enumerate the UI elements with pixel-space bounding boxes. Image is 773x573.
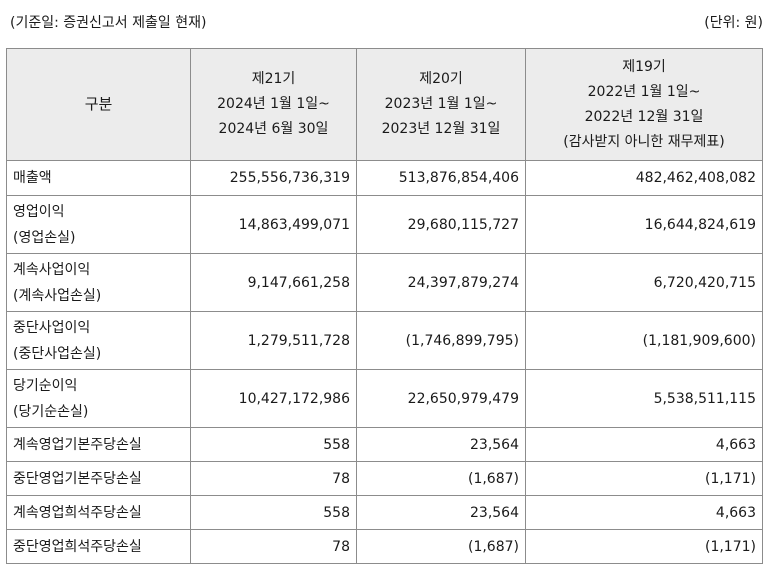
period-21-term: 제21기 [251, 71, 296, 87]
period-19-end: 2022년 12월 31일 [584, 108, 704, 125]
period-20-end: 2023년 12월 31일 [381, 121, 501, 137]
value-cell: (1,171) [525, 529, 763, 564]
row-label-main: 중단사업이익 [13, 319, 91, 336]
row-revenue: 매출액 255,556,736,319 513,876,854,406 482,… [6, 160, 763, 196]
period-21-start: 2024년 1월 1일~ [217, 96, 330, 112]
value-cell: 16,644,824,619 [525, 195, 763, 254]
row-label-main: 매출액 [13, 170, 52, 186]
row-label-sub: (계속사업손실) [13, 287, 102, 304]
value-cell: 1,279,511,728 [190, 311, 357, 370]
value-cell: (1,181,909,600) [525, 311, 763, 370]
base-date-caption: (기준일: 증권신고서 제출일 현재) [10, 15, 207, 31]
row-label-main: 중단영업희석주당손실 [13, 538, 142, 555]
row-continuing-basic-eps: 계속영업기본주당손실 558 23,564 4,663 [6, 427, 763, 462]
value-cell: 6,720,420,715 [525, 253, 763, 312]
value-cell: 29,680,115,727 [356, 195, 526, 254]
period-19-term: 제19기 [622, 58, 666, 75]
row-label-main: 계속사업이익 [13, 261, 91, 278]
value-cell: (1,687) [356, 529, 526, 564]
value-cell: 10,427,172,986 [190, 369, 357, 428]
value-cell: (1,687) [356, 461, 526, 496]
row-label-sub: (영업손실) [13, 229, 76, 246]
row-label: 중단사업이익 (중단사업손실) [6, 311, 191, 370]
period-20-start: 2023년 1월 1일~ [384, 96, 498, 112]
value-cell: 78 [190, 461, 357, 496]
value-cell: 9,147,661,258 [190, 253, 357, 312]
row-continuing-diluted-eps: 계속영업희석주당손실 558 23,564 4,663 [6, 495, 763, 530]
header-period-19: 제19기 2022년 1월 1일~ 2022년 12월 31일 (감사받지 아니… [525, 48, 763, 161]
period-19-note: (감사받지 아니한 재무제표) [563, 133, 725, 150]
period-21-end: 2024년 6월 30일 [218, 121, 329, 137]
row-label-main: 당기순이익 [13, 377, 78, 394]
value-cell: 5,538,511,115 [525, 369, 763, 428]
value-cell: 4,663 [525, 495, 763, 530]
row-label: 계속영업희석주당손실 [6, 495, 191, 530]
row-discontinued-income: 중단사업이익 (중단사업손실) 1,279,511,728 (1,746,899… [6, 311, 763, 370]
unit-caption: (단위: 원) [704, 15, 763, 31]
row-label: 중단영업희석주당손실 [6, 529, 191, 564]
row-label: 계속사업이익 (계속사업손실) [6, 253, 191, 312]
header-label: 구분 [6, 48, 191, 161]
period-19-start: 2022년 1월 1일~ [587, 83, 701, 100]
header-row: 구분 제21기 2024년 1월 1일~ 2024년 6월 30일 제20기 2… [6, 48, 763, 161]
value-cell: 482,462,408,082 [525, 160, 763, 196]
row-label-main: 계속영업기본주당손실 [13, 436, 142, 453]
header-period-21: 제21기 2024년 1월 1일~ 2024년 6월 30일 [190, 48, 357, 161]
row-discontinued-diluted-eps: 중단영업희석주당손실 78 (1,687) (1,171) [6, 529, 763, 564]
value-cell: (1,746,899,795) [356, 311, 526, 370]
row-label-main: 중단영업기본주당손실 [13, 470, 142, 487]
row-label: 영업이익 (영업손실) [6, 195, 191, 254]
header-period-20: 제20기 2023년 1월 1일~ 2023년 12월 31일 [356, 48, 526, 161]
row-label-sub: (당기순손실) [13, 403, 89, 420]
value-cell: 78 [190, 529, 357, 564]
value-cell: 4,663 [525, 427, 763, 462]
value-cell: 23,564 [356, 427, 526, 462]
row-label: 계속영업기본주당손실 [6, 427, 191, 462]
value-cell: 558 [190, 495, 357, 530]
value-cell: 14,863,499,071 [190, 195, 357, 254]
row-continuing-income: 계속사업이익 (계속사업손실) 9,147,661,258 24,397,879… [6, 253, 763, 312]
row-label-main: 영업이익 [13, 203, 65, 220]
financial-summary-table: 구분 제21기 2024년 1월 1일~ 2024년 6월 30일 제20기 2… [6, 48, 763, 564]
value-cell: (1,171) [525, 461, 763, 496]
value-cell: 255,556,736,319 [190, 160, 357, 196]
row-label: 당기순이익 (당기순손실) [6, 369, 191, 428]
period-20-term: 제20기 [419, 71, 463, 87]
value-cell: 558 [190, 427, 357, 462]
row-label: 중단영업기본주당손실 [6, 461, 191, 496]
row-operating-income: 영업이익 (영업손실) 14,863,499,071 29,680,115,72… [6, 195, 763, 254]
row-label: 매출액 [6, 160, 191, 196]
row-net-income: 당기순이익 (당기순손실) 10,427,172,986 22,650,979,… [6, 369, 763, 428]
value-cell: 22,650,979,479 [356, 369, 526, 428]
row-label-sub: (중단사업손실) [13, 345, 102, 362]
value-cell: 24,397,879,274 [356, 253, 526, 312]
row-label-main: 계속영업희석주당손실 [13, 504, 142, 521]
row-discontinued-basic-eps: 중단영업기본주당손실 78 (1,687) (1,171) [6, 461, 763, 496]
value-cell: 23,564 [356, 495, 526, 530]
value-cell: 513,876,854,406 [356, 160, 526, 196]
